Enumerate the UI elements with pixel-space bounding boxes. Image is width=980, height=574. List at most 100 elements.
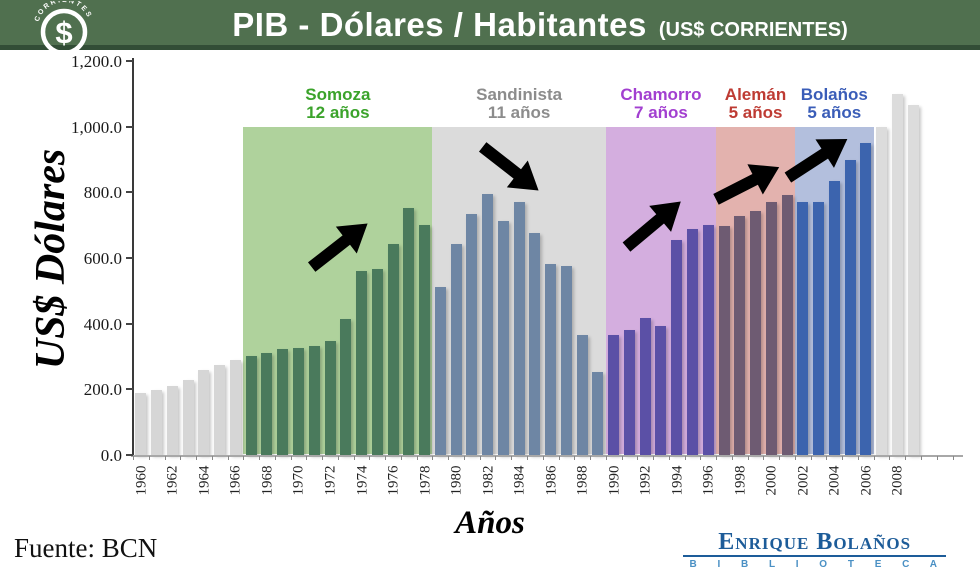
- x-tick: [763, 456, 765, 460]
- bar-1999: [750, 210, 762, 455]
- x-tick-label-1978: 1978: [417, 465, 434, 496]
- era-label-aleman: Alemán 5 años: [676, 86, 836, 122]
- x-tick: [952, 456, 954, 460]
- x-tick: [668, 456, 670, 460]
- era-label-chamorro: Chamorro 7 años: [581, 86, 741, 122]
- x-tick: [590, 456, 592, 460]
- era-label-sandinista: Sandinista 11 años: [439, 86, 599, 122]
- x-tick: [558, 456, 560, 460]
- source-note: Fuente: BCN: [14, 533, 158, 563]
- x-tick: [164, 456, 166, 460]
- x-tick: [180, 456, 182, 460]
- x-tick-label-1986: 1986: [543, 465, 560, 496]
- x-tick: [353, 456, 355, 460]
- x-tick: [747, 456, 749, 460]
- bar-1991: [623, 329, 635, 455]
- x-tick-label-1998: 1998: [732, 465, 749, 496]
- x-tick: [731, 456, 733, 460]
- trend-arrow-bolanos: [784, 138, 848, 183]
- era-band-somoza: [243, 126, 433, 454]
- era-name: Alemán: [724, 85, 787, 104]
- y-tick: [126, 388, 133, 391]
- bar-1996: [702, 225, 714, 455]
- bar-1975: [371, 268, 383, 455]
- x-tick-label-2006: 2006: [858, 465, 875, 496]
- y-tick: [126, 191, 133, 194]
- bar-1986: [545, 264, 557, 455]
- bar-1968: [261, 352, 273, 455]
- bar-2005: [844, 160, 856, 455]
- trend-arrow-aleman: [713, 164, 780, 205]
- bar-1995: [686, 229, 698, 455]
- era-duration: 5 años: [728, 103, 783, 122]
- bar-2008: [891, 93, 903, 455]
- x-tick: [133, 456, 134, 460]
- x-tick: [385, 456, 387, 460]
- era-duration: 11 años: [487, 103, 551, 122]
- x-tick: [542, 456, 544, 460]
- bar-2006: [860, 143, 872, 455]
- logo-subtitle: B I B L I O T E C A: [689, 559, 946, 570]
- bar-1961: [151, 389, 163, 455]
- bar-2003: [813, 201, 825, 455]
- x-tick: [274, 456, 276, 460]
- trend-arrow-chamorro: [622, 201, 681, 252]
- page-title-sub: (US$ CORRIENTES): [658, 19, 848, 41]
- bar-1992: [639, 318, 651, 455]
- bar-1990: [608, 334, 620, 455]
- bar-1977: [403, 208, 415, 455]
- x-tick: [794, 456, 796, 460]
- x-tick: [621, 456, 623, 460]
- x-tick-label-1970: 1970: [290, 465, 307, 496]
- logo-name: Enrique Bolaños: [683, 530, 946, 557]
- x-tick: [842, 456, 844, 460]
- era-duration: 5 años: [807, 103, 862, 122]
- x-tick-label-1982: 1982: [480, 465, 497, 496]
- x-tick: [211, 456, 213, 460]
- x-tick-label-1976: 1976: [385, 465, 402, 496]
- x-tick-label-1960: 1960: [133, 465, 150, 496]
- bar-1985: [529, 232, 541, 455]
- x-tick-label-1992: 1992: [637, 465, 654, 496]
- x-tick-label-1966: 1966: [227, 465, 244, 496]
- x-tick-label-2000: 2000: [763, 465, 780, 496]
- bar-1969: [277, 348, 289, 455]
- y-tick-label: 800.0: [83, 183, 122, 203]
- y-tick: [126, 322, 133, 325]
- page-title-main: PIB - Dólares / Habitantes: [232, 6, 647, 43]
- bar-1997: [718, 226, 730, 455]
- bar-2001: [781, 195, 793, 455]
- bar-1974: [356, 271, 368, 455]
- bar-1993: [655, 325, 667, 455]
- bar-1981: [466, 213, 478, 455]
- era-name: Sandinista: [476, 85, 563, 104]
- header-banner: [0, 0, 980, 45]
- x-tick: [337, 456, 339, 460]
- x-tick: [306, 456, 308, 460]
- trend-arrow-sandinista: [478, 142, 539, 191]
- era-name: Somoza: [305, 85, 371, 104]
- bar-1978: [419, 225, 431, 455]
- bar-2000: [765, 201, 777, 455]
- era-name: Bolaños: [800, 85, 868, 104]
- bar-1972: [324, 340, 336, 455]
- x-tick-label-2008: 2008: [889, 465, 906, 496]
- x-tick: [196, 456, 198, 460]
- bar-1971: [308, 346, 320, 455]
- x-tick-label-1962: 1962: [164, 465, 181, 496]
- x-tick-label-1974: 1974: [354, 465, 371, 496]
- x-tick: [322, 456, 324, 460]
- bar-1980: [450, 243, 462, 455]
- x-axis-title: Años: [455, 505, 525, 541]
- bar-1966: [229, 360, 241, 455]
- bar-1964: [198, 370, 210, 455]
- x-tick: [653, 456, 655, 460]
- bar-1994: [671, 240, 683, 455]
- x-tick-label-1988: 1988: [574, 465, 591, 496]
- x-tick: [826, 456, 828, 460]
- x-tick: [921, 456, 922, 460]
- x-tick-label-1964: 1964: [196, 465, 213, 496]
- bar-2004: [828, 181, 840, 455]
- bar-1963: [182, 380, 194, 455]
- x-tick: [369, 456, 371, 460]
